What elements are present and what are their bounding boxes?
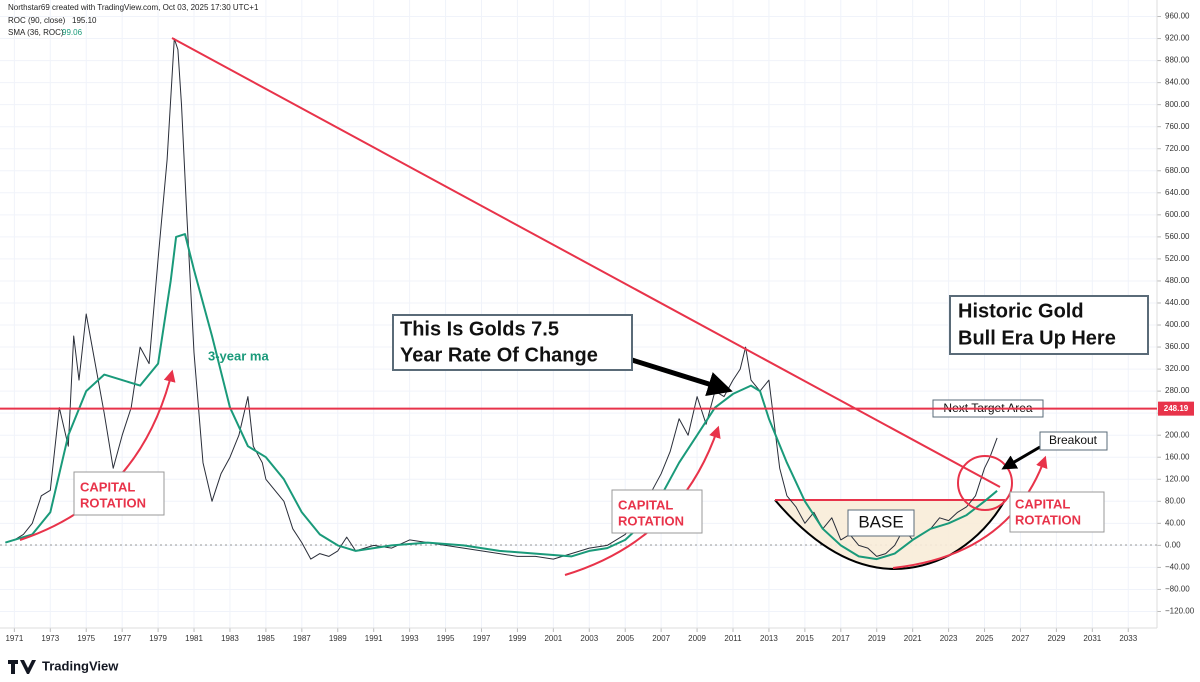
y-tick-label: 320.00 <box>1165 364 1190 373</box>
note-box <box>73 471 165 516</box>
legend-entry: ROC (90, close) <box>8 16 66 25</box>
x-tick-label: 2017 <box>832 634 850 643</box>
x-tick-label: 2033 <box>1119 634 1137 643</box>
note-box <box>611 489 703 534</box>
y-tick-label: 960.00 <box>1165 12 1190 21</box>
legend-value: 195.10 <box>72 16 97 25</box>
brand-logo <box>8 660 36 674</box>
note: CAPITAL <box>618 497 673 512</box>
x-tick-label: 2003 <box>580 634 598 643</box>
y-tick-label: 880.00 <box>1165 56 1190 65</box>
y-tick-label: 480.00 <box>1165 276 1190 285</box>
x-tick-label: 2005 <box>616 634 634 643</box>
x-tick-label: 2007 <box>652 634 670 643</box>
brand: TradingView <box>42 658 119 673</box>
y-tick-label: 120.00 <box>1165 474 1190 483</box>
x-tick-label: 2019 <box>868 634 886 643</box>
y-tick-label: −40.00 <box>1165 563 1190 572</box>
y-tick-label: 640.00 <box>1165 188 1190 197</box>
series-line <box>5 38 998 560</box>
x-tick-label: 2013 <box>760 634 778 643</box>
note: Historic Gold <box>958 300 1084 322</box>
note: This Is Golds 7.5 <box>400 318 559 340</box>
x-tick-label: 2029 <box>1047 634 1065 643</box>
y-tick-label: 440.00 <box>1165 298 1190 307</box>
note-box <box>847 509 915 537</box>
y-tick-label: 800.00 <box>1165 100 1190 109</box>
price-tag <box>1158 401 1194 416</box>
ma-label: 3-year ma <box>208 348 269 363</box>
x-tick-label: 2015 <box>796 634 814 643</box>
x-tick-label: 1973 <box>41 634 59 643</box>
y-tick-label: 600.00 <box>1165 210 1190 219</box>
x-tick-label: 1979 <box>149 634 167 643</box>
x-tick-label: 2025 <box>976 634 994 643</box>
note-box <box>1009 491 1105 533</box>
note-box <box>392 314 633 371</box>
y-tick-label: 520.00 <box>1165 254 1190 263</box>
series <box>5 38 998 561</box>
y-tick-label: 840.00 <box>1165 78 1190 87</box>
x-tick-label: 2031 <box>1083 634 1101 643</box>
x-tick-label: 1981 <box>185 634 203 643</box>
note-box <box>949 295 1149 355</box>
note: Breakout <box>1049 433 1098 447</box>
note: CAPITAL <box>80 479 135 494</box>
x-tick-label: 1991 <box>365 634 383 643</box>
y-tick-label: 360.00 <box>1165 342 1190 351</box>
y-tick-label: 80.00 <box>1165 496 1186 505</box>
y-tick-label: 40.00 <box>1165 518 1186 527</box>
arrow <box>892 455 1048 569</box>
y-tick-label: 160.00 <box>1165 452 1190 461</box>
note: ROTATION <box>80 495 146 510</box>
x-tick-label: 2001 <box>544 634 562 643</box>
y-tick-label: 400.00 <box>1165 320 1190 329</box>
arrow <box>631 357 733 396</box>
x-tick-label: 1995 <box>437 634 455 643</box>
x-tick-label: 1985 <box>257 634 275 643</box>
legend-entry: SMA (36, ROC) <box>8 28 64 37</box>
note: CAPITAL <box>1015 496 1070 511</box>
x-tick-label: 1989 <box>329 634 347 643</box>
circle <box>957 455 1013 511</box>
x-tick-label: 1971 <box>5 634 23 643</box>
y-tick-label: −80.00 <box>1165 585 1190 594</box>
note: Bull Era Up Here <box>958 327 1116 349</box>
credit: Northstar69 created with TradingView.com… <box>8 3 259 12</box>
price-tag-label: 248.19 <box>1164 404 1189 413</box>
x-tick-label: 2027 <box>1012 634 1030 643</box>
base-curve <box>774 499 1006 570</box>
y-tick-label: 920.00 <box>1165 34 1190 43</box>
note: BASE <box>858 512 903 531</box>
x-tick-label: 1997 <box>473 634 491 643</box>
x-tick-label: 1987 <box>293 634 311 643</box>
note: ROTATION <box>618 513 684 528</box>
series-line <box>5 233 998 561</box>
y-tick-label: 680.00 <box>1165 166 1190 175</box>
y-tick-label: 560.00 <box>1165 232 1190 241</box>
legend-value: 99.06 <box>62 28 83 37</box>
x-tick-label: 1983 <box>221 634 239 643</box>
trend-line <box>171 37 1001 488</box>
x-tick-label: 1993 <box>401 634 419 643</box>
y-tick-label: −120.00 <box>1165 607 1195 616</box>
x-tick-label: 2021 <box>904 634 922 643</box>
x-tick-label: 2009 <box>688 634 706 643</box>
y-tick-label: 0.00 <box>1165 540 1181 549</box>
note: ROTATION <box>1015 512 1081 527</box>
x-tick-label: 2011 <box>724 634 742 643</box>
x-tick-label: 1999 <box>509 634 527 643</box>
note-box <box>1039 431 1108 451</box>
note: Year Rate Of Change <box>400 344 598 366</box>
x-tick-label: 1975 <box>77 634 95 643</box>
y-tick-label: 280.00 <box>1165 386 1190 395</box>
arrow <box>1001 445 1041 470</box>
y-tick-label: 760.00 <box>1165 122 1190 131</box>
y-tick-label: 200.00 <box>1165 430 1190 439</box>
x-tick-label: 1977 <box>113 634 131 643</box>
y-tick-label: 720.00 <box>1165 144 1190 153</box>
x-tick-label: 2023 <box>940 634 958 643</box>
